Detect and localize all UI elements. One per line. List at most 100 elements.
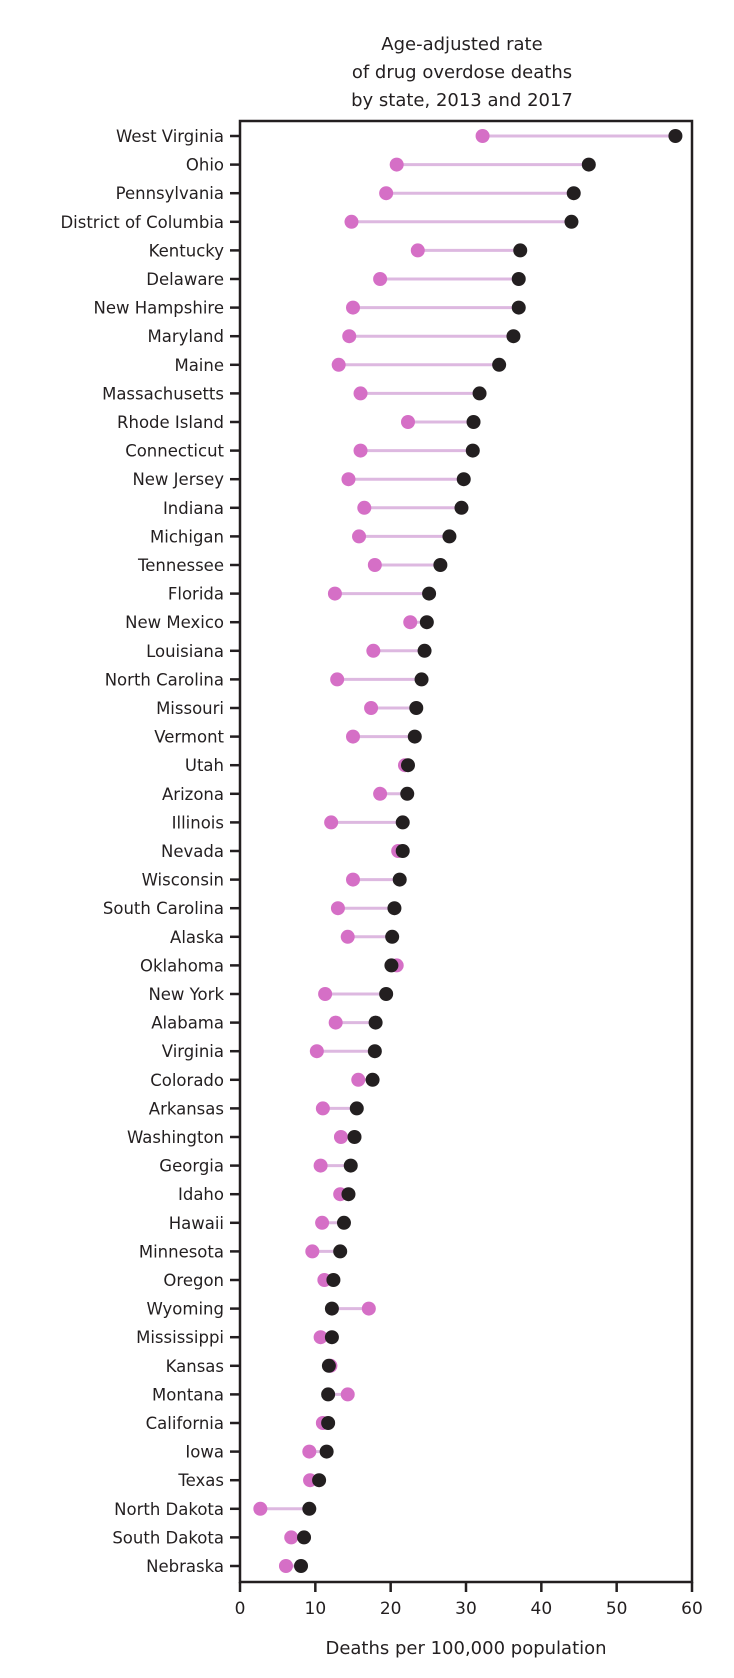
y-tick-label: Montana bbox=[152, 1385, 224, 1404]
point-2017 bbox=[511, 300, 526, 315]
y-tick-label: Connecticut bbox=[125, 442, 224, 461]
point-2017 bbox=[409, 701, 424, 715]
y-tick-label: South Dakota bbox=[112, 1528, 224, 1547]
y-tick-label: Nebraska bbox=[146, 1557, 224, 1576]
point-2017 bbox=[566, 186, 581, 201]
point-2013 bbox=[302, 1444, 317, 1459]
point-2017 bbox=[368, 1015, 383, 1030]
point-2017 bbox=[417, 643, 432, 658]
point-2013 bbox=[342, 329, 357, 344]
point-2013 bbox=[309, 1044, 324, 1059]
point-2017 bbox=[365, 1072, 380, 1087]
x-tick-label: 30 bbox=[455, 1599, 477, 1619]
point-2017 bbox=[472, 386, 487, 401]
y-tick-label: Michigan bbox=[150, 527, 224, 546]
point-2013 bbox=[315, 1101, 330, 1116]
point-2017 bbox=[385, 929, 400, 944]
x-tick-label: 0 bbox=[235, 1599, 246, 1619]
point-2017 bbox=[384, 958, 399, 973]
point-2013 bbox=[475, 129, 490, 143]
point-2013 bbox=[352, 529, 367, 544]
point-2017 bbox=[564, 214, 579, 229]
x-tick-label: 20 bbox=[380, 1599, 402, 1619]
y-tick-label: Tennessee bbox=[137, 556, 224, 575]
x-tick-label: 10 bbox=[305, 1599, 327, 1619]
y-tick-label: North Dakota bbox=[114, 1500, 224, 1519]
y-tick-label: Texas bbox=[177, 1471, 224, 1490]
y-tick-label: Alaska bbox=[170, 928, 224, 947]
y-tick-label: Delaware bbox=[146, 270, 224, 289]
point-2013 bbox=[353, 443, 368, 458]
point-2013 bbox=[340, 929, 355, 944]
point-2013 bbox=[389, 157, 404, 172]
point-2013 bbox=[373, 272, 388, 286]
point-2013 bbox=[331, 357, 346, 372]
y-tick-label: Minnesota bbox=[139, 1242, 224, 1261]
y-tick-label: New Mexico bbox=[125, 613, 224, 632]
x-axis-label: Deaths per 100,000 population bbox=[325, 1638, 606, 1659]
point-2013 bbox=[346, 729, 360, 744]
point-2017 bbox=[454, 500, 469, 515]
point-2013 bbox=[357, 500, 372, 515]
point-2013 bbox=[278, 1559, 293, 1573]
point-2013 bbox=[346, 300, 360, 315]
y-tick-label: New Hampshire bbox=[93, 299, 224, 318]
y-tick-label: Florida bbox=[168, 585, 224, 604]
point-2017 bbox=[321, 1387, 336, 1402]
point-2017 bbox=[442, 529, 457, 544]
point-2017 bbox=[395, 844, 410, 858]
point-2013 bbox=[253, 1501, 268, 1516]
y-tick-label: Hawaii bbox=[169, 1214, 224, 1233]
y-tick-label: Pennsylvania bbox=[116, 184, 224, 203]
point-2017 bbox=[395, 815, 410, 830]
point-2017 bbox=[400, 758, 415, 773]
point-2017 bbox=[414, 672, 429, 687]
point-2017 bbox=[581, 157, 596, 172]
y-tick-label: North Carolina bbox=[105, 670, 224, 689]
point-2013 bbox=[351, 1072, 366, 1087]
point-2013 bbox=[364, 701, 379, 715]
y-tick-label: Washington bbox=[127, 1128, 224, 1147]
point-2017 bbox=[511, 272, 526, 286]
point-2013 bbox=[403, 615, 418, 630]
y-tick-label: District of Columbia bbox=[60, 213, 224, 232]
point-2013 bbox=[313, 1158, 328, 1173]
y-tick-label: Mississippi bbox=[136, 1328, 224, 1347]
point-2017 bbox=[297, 1530, 312, 1545]
point-2013 bbox=[330, 672, 345, 687]
point-2017 bbox=[433, 558, 448, 572]
point-2017 bbox=[465, 443, 480, 458]
point-2013 bbox=[400, 415, 415, 429]
y-tick-label: Colorado bbox=[150, 1071, 224, 1090]
y-tick-label: Louisiana bbox=[146, 642, 224, 661]
x-tick-label: 50 bbox=[606, 1599, 628, 1619]
title-line-1: Age-adjusted rate bbox=[381, 34, 542, 55]
point-2013 bbox=[327, 586, 342, 601]
y-tick-label: Vermont bbox=[154, 728, 224, 747]
point-2013 bbox=[366, 643, 381, 658]
point-2013 bbox=[340, 1387, 355, 1402]
point-2013 bbox=[333, 1130, 348, 1144]
point-2013 bbox=[284, 1530, 299, 1545]
y-tick-label: Arizona bbox=[162, 785, 224, 804]
y-tick-label: Utah bbox=[185, 756, 224, 775]
point-2017 bbox=[321, 1358, 336, 1373]
point-2017 bbox=[294, 1559, 309, 1573]
point-2017 bbox=[513, 243, 528, 258]
point-2017 bbox=[422, 586, 437, 601]
point-2017 bbox=[312, 1473, 327, 1488]
point-2013 bbox=[328, 1015, 343, 1030]
point-2013 bbox=[344, 214, 359, 229]
point-2017 bbox=[492, 357, 507, 372]
point-2013 bbox=[379, 186, 394, 201]
point-2017 bbox=[343, 1158, 358, 1173]
point-2013 bbox=[367, 558, 382, 572]
y-tick-label: New Jersey bbox=[132, 470, 224, 489]
point-2017 bbox=[341, 1187, 356, 1202]
y-tick-label: Idaho bbox=[178, 1185, 224, 1204]
point-2017 bbox=[367, 1044, 382, 1059]
point-2017 bbox=[347, 1130, 362, 1144]
point-2017 bbox=[324, 1330, 339, 1345]
point-2017 bbox=[419, 615, 434, 630]
point-2017 bbox=[302, 1501, 317, 1516]
